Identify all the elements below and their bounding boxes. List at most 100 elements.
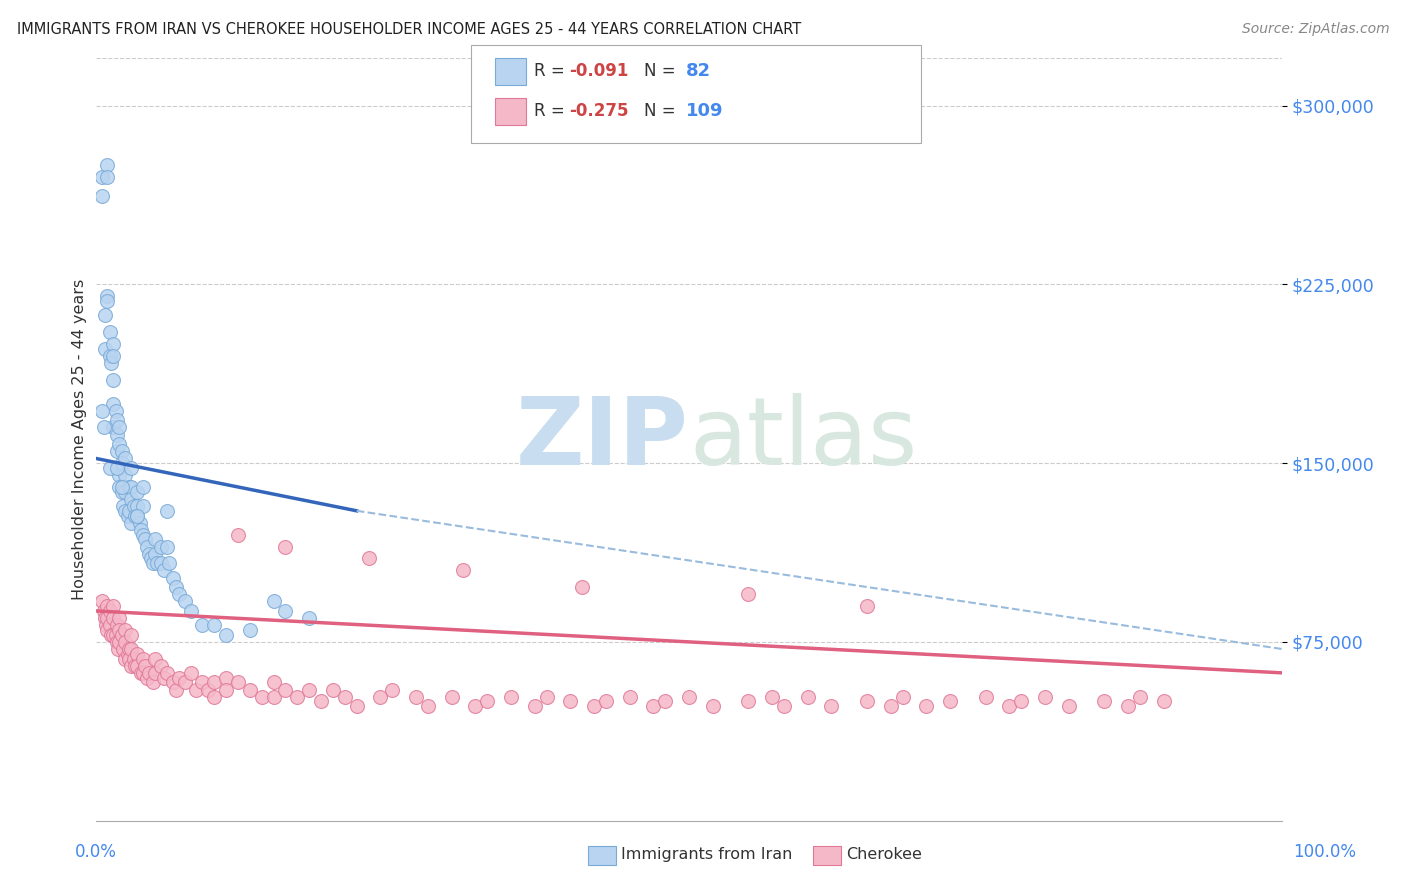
Point [127, 508, 149, 523]
Point [103, 420, 125, 434]
Point [93, 604, 115, 618]
Point [114, 484, 136, 499]
Point [796, 690, 818, 704]
Point [702, 699, 724, 714]
Point [108, 420, 131, 434]
Text: R =: R = [534, 62, 571, 80]
Point [263, 690, 285, 704]
Point [90, 189, 112, 203]
Point [108, 468, 131, 483]
Point [120, 642, 142, 657]
Point [239, 682, 262, 697]
Point [309, 694, 332, 708]
Point [120, 491, 142, 506]
Point [132, 480, 155, 494]
Point [156, 540, 179, 554]
Point [298, 611, 321, 625]
Point [678, 690, 700, 704]
Point [856, 694, 879, 708]
Text: 82: 82 [686, 62, 711, 80]
Point [173, 594, 195, 608]
Y-axis label: Householder Income Ages 25 - 44 years: Householder Income Ages 25 - 44 years [72, 278, 87, 600]
Point [153, 671, 176, 685]
Point [1057, 699, 1080, 714]
Point [111, 499, 134, 513]
Point [94, 342, 117, 356]
Point [357, 551, 380, 566]
Point [333, 690, 356, 704]
Point [94, 309, 117, 323]
Point [124, 658, 146, 673]
Point [523, 699, 546, 714]
Point [105, 413, 128, 427]
Point [103, 396, 125, 410]
Text: 100.0%: 100.0% [1294, 843, 1355, 861]
Point [111, 484, 134, 499]
Point [1129, 690, 1152, 704]
Point [117, 647, 139, 661]
Point [370, 690, 392, 704]
Point [111, 628, 134, 642]
Point [149, 540, 172, 554]
Point [202, 690, 225, 704]
Point [571, 580, 593, 594]
Point [1033, 690, 1056, 704]
Point [381, 682, 404, 697]
Text: N =: N = [644, 103, 681, 120]
Point [127, 499, 149, 513]
Point [108, 635, 131, 649]
Point [127, 647, 149, 661]
Point [226, 527, 249, 541]
Text: Cherokee: Cherokee [846, 847, 922, 862]
Point [105, 444, 128, 458]
Point [149, 658, 172, 673]
Point [118, 480, 141, 494]
Point [103, 599, 125, 614]
Point [105, 427, 128, 442]
Point [891, 690, 914, 704]
Point [263, 594, 285, 608]
Point [138, 547, 160, 561]
Text: Source: ZipAtlas.com: Source: ZipAtlas.com [1241, 22, 1389, 37]
Point [114, 504, 136, 518]
Point [129, 523, 152, 537]
Text: Immigrants from Iran: Immigrants from Iran [621, 847, 793, 862]
Point [94, 611, 117, 625]
Point [250, 690, 273, 704]
Point [114, 635, 136, 649]
Point [96, 623, 118, 637]
Point [1116, 699, 1139, 714]
Point [1010, 694, 1032, 708]
Point [98, 349, 121, 363]
Point [134, 658, 156, 673]
Point [440, 690, 463, 704]
Point [202, 618, 225, 632]
Point [939, 694, 962, 708]
Point [405, 690, 427, 704]
Point [105, 635, 128, 649]
Point [180, 604, 202, 618]
Point [263, 675, 285, 690]
Point [96, 599, 118, 614]
Point [146, 556, 169, 570]
Point [153, 563, 176, 577]
Point [111, 642, 134, 657]
Point [96, 289, 118, 303]
Text: 109: 109 [686, 103, 724, 120]
Point [773, 699, 796, 714]
Point [103, 373, 125, 387]
Point [1092, 694, 1115, 708]
Text: N =: N = [644, 62, 681, 80]
Point [127, 484, 149, 499]
Point [274, 540, 297, 554]
Point [141, 551, 163, 566]
Point [595, 694, 617, 708]
Point [142, 556, 165, 570]
Point [118, 642, 141, 657]
Point [226, 675, 249, 690]
Point [135, 671, 157, 685]
Point [536, 690, 558, 704]
Point [111, 456, 134, 470]
Point [100, 356, 122, 370]
Point [477, 694, 499, 708]
